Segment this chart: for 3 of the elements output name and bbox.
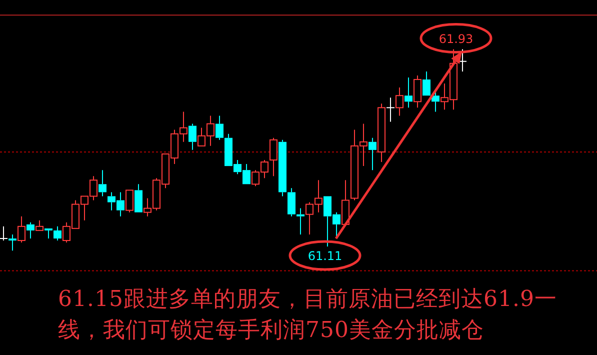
- annotation: 61.93: [438, 32, 474, 46]
- annotation: 61.11: [308, 249, 342, 264]
- text: 61.15跟进多单的朋友，目前原油已经到达61.9一线，我们可锁定每手利润750美金分批减仓: [58, 286, 558, 345]
